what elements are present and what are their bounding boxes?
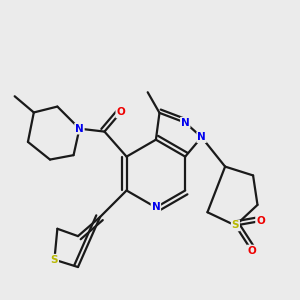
Text: N: N — [152, 202, 160, 212]
Text: N: N — [75, 124, 84, 134]
Text: S: S — [232, 220, 239, 230]
Text: O: O — [256, 216, 265, 226]
Text: N: N — [181, 118, 190, 128]
Text: O: O — [116, 107, 125, 118]
Text: O: O — [247, 245, 256, 256]
Text: N: N — [197, 132, 206, 142]
Text: S: S — [51, 255, 58, 265]
